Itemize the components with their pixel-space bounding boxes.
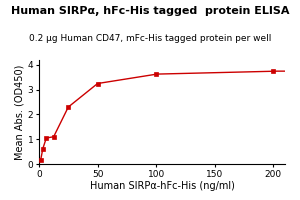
Text: 0.2 μg Human CD47, mFc-His tagged protein per well: 0.2 μg Human CD47, mFc-His tagged protei… — [29, 34, 271, 43]
Text: Human SIRPα, hFc-His tagged  protein ELISA: Human SIRPα, hFc-His tagged protein ELIS… — [11, 6, 289, 16]
Y-axis label: Mean Abs. (OD450): Mean Abs. (OD450) — [15, 64, 25, 160]
X-axis label: Human SIRPα-hFc-His (ng/ml): Human SIRPα-hFc-His (ng/ml) — [90, 181, 234, 191]
